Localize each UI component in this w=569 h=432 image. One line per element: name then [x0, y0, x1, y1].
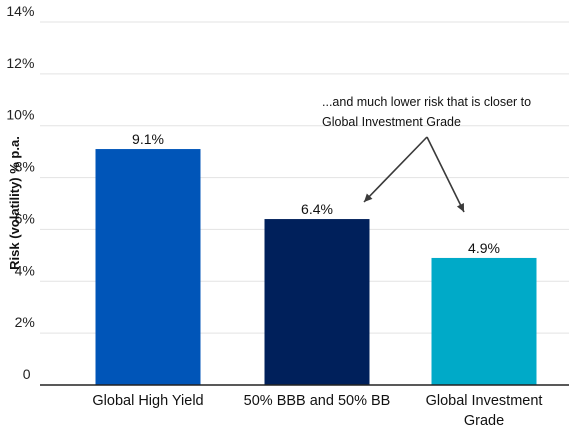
annotation: ...and much lower risk that is closer to… [322, 95, 531, 213]
data-label: 9.1% [132, 131, 164, 147]
y-tick-label: 8% [15, 159, 35, 175]
data-labels: 9.1% 6.4% 4.9% [132, 131, 500, 256]
category-label: Global Investment [426, 393, 543, 409]
data-label: 6.4% [301, 201, 333, 217]
category-labels: Global High Yield 50% BBB and 50% BB Globa… [92, 393, 542, 429]
bars [95, 149, 537, 385]
data-label: 4.9% [468, 240, 500, 256]
annotation-arrow [426, 136, 465, 213]
y-tick-label: 6% [15, 210, 35, 226]
category-label: 50% BBB and 50% BB [244, 393, 391, 409]
annotation-arrow [363, 136, 428, 203]
category-label: Grade [464, 413, 504, 429]
y-axis-ticks: 0 2% 4% 6% 8% 10% 12% 14% [6, 3, 34, 382]
y-tick-label: 0 [23, 366, 31, 382]
bar [95, 149, 201, 385]
arrowhead [364, 193, 373, 202]
y-tick-label: 14% [6, 3, 34, 19]
annotation-text: ...and much lower risk that is closer to [322, 95, 531, 109]
y-tick-label: 4% [15, 262, 35, 278]
y-tick-label: 2% [15, 314, 35, 330]
y-tick-label: 10% [6, 107, 34, 123]
bar [264, 219, 370, 385]
y-tick-label: 12% [6, 55, 34, 71]
arrowhead [456, 203, 464, 212]
bar [431, 257, 537, 385]
y-axis-label: Risk (volatility) % p.a. [7, 136, 22, 270]
category-label: Global High Yield [92, 393, 203, 409]
annotation-text: Global Investment Grade [322, 115, 461, 129]
